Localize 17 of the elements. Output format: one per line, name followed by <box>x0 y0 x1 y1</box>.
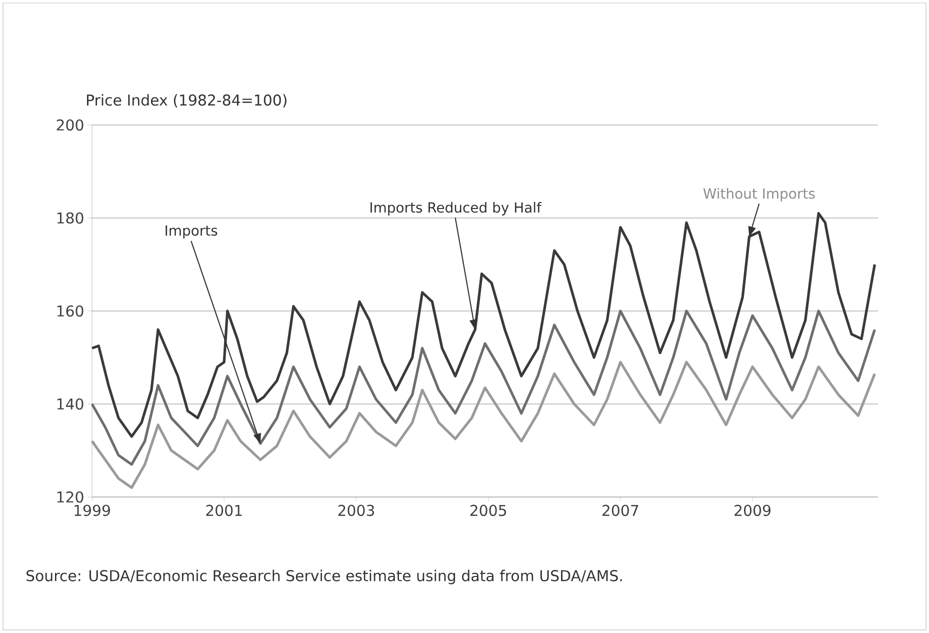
y-axis-title: Price Index (1982-84=100) <box>87 94 286 108</box>
annotation: Imports Reduced by Half <box>370 202 542 216</box>
x-tick-label: 2007 <box>602 504 638 516</box>
x-tick-label: 2001 <box>206 504 242 516</box>
y-tick-label: 200 <box>56 119 84 131</box>
x-tick-label: 2003 <box>338 504 374 516</box>
y-tick-label: 180 <box>57 212 84 224</box>
x-tick-label: 2005 <box>470 504 506 516</box>
source-note: Source: USDA/Economic Research Service estimate using data from USDA/AMS. <box>26 570 622 584</box>
annotation: Without Imports <box>703 188 815 202</box>
x-tick-label: 1999 <box>74 504 110 516</box>
line-series <box>90 310 876 466</box>
y-tick-label: 120 <box>57 491 84 503</box>
y-tick-label: 140 <box>57 398 84 410</box>
y-tick-label: 160 <box>57 305 84 317</box>
annotation: Imports <box>166 225 218 238</box>
x-tick-label: 2009 <box>734 504 770 516</box>
